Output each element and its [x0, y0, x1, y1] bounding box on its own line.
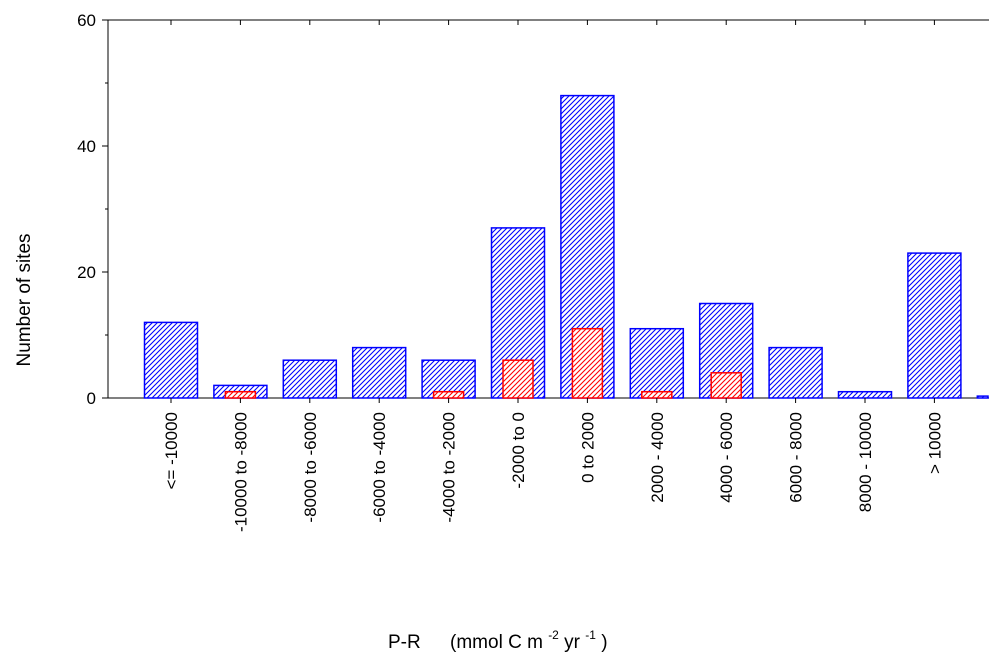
bar-series-2-8	[641, 390, 673, 399]
bar-series-2-5	[432, 390, 465, 399]
x-tick-label: 2000 - 4000	[648, 412, 667, 503]
bar-series-1-13	[976, 395, 989, 399]
x-tick-label: > 10000	[925, 412, 944, 474]
x-tick-label: 6000 - 8000	[787, 412, 806, 503]
x-tick-label: 0 to 2000	[578, 412, 597, 483]
top-axis-ticks	[170, 20, 935, 25]
x-axis-title-exp2: -1	[585, 628, 596, 642]
x-tick-label: -2000 to 0	[509, 412, 528, 489]
x-tick-label: 4000 - 6000	[717, 412, 736, 503]
x-axis-title: P-R (mmol C m -2 yr -1 )	[388, 623, 608, 653]
bar-series-1-3	[282, 359, 338, 399]
x-tick-label: -8000 to -6000	[301, 412, 320, 523]
bars	[143, 94, 989, 399]
y-tick-label: 0	[87, 389, 96, 408]
x-tick-label: -10000 to -8000	[231, 412, 250, 532]
x-axis-title-unit: (mmol C m	[450, 632, 543, 653]
x-axis-title-close: )	[601, 632, 607, 653]
x-tick-label: -4000 to -2000	[440, 412, 459, 523]
x-axis-tick-labels: <= -10000 -10000 to -8000 -8000 to -6000 -6…	[162, 398, 944, 532]
bar-series-1-12	[907, 252, 962, 399]
x-tick-label: -6000 to -4000	[370, 412, 389, 523]
bar-series-1-4	[351, 346, 407, 399]
bar-series-1-11	[837, 390, 893, 399]
bar-series-2-7	[571, 327, 604, 399]
bar-series-1-1	[143, 321, 199, 399]
y-tick-label: 40	[77, 137, 96, 156]
y-axis-ticks: 0 20 40 60	[77, 11, 108, 408]
x-axis-title-mid: yr	[564, 632, 581, 653]
y-axis-title: Number of sites	[14, 233, 35, 366]
bar-series-2-2	[224, 390, 257, 399]
bar-series-1-10	[768, 346, 823, 399]
x-tick-label: 8000 - 10000	[856, 412, 875, 512]
y-tick-label: 60	[77, 11, 96, 30]
y-tick-label: 20	[77, 263, 96, 282]
bar-series-2-9	[710, 372, 742, 399]
x-axis-title-exp1: -2	[548, 628, 559, 642]
bar-series-1-8	[629, 327, 685, 399]
bar-series-2-6	[502, 359, 534, 399]
x-axis-title-main: P-R	[388, 632, 421, 653]
x-tick-label: <= -10000	[162, 412, 181, 490]
plot-frame	[107, 19, 989, 399]
